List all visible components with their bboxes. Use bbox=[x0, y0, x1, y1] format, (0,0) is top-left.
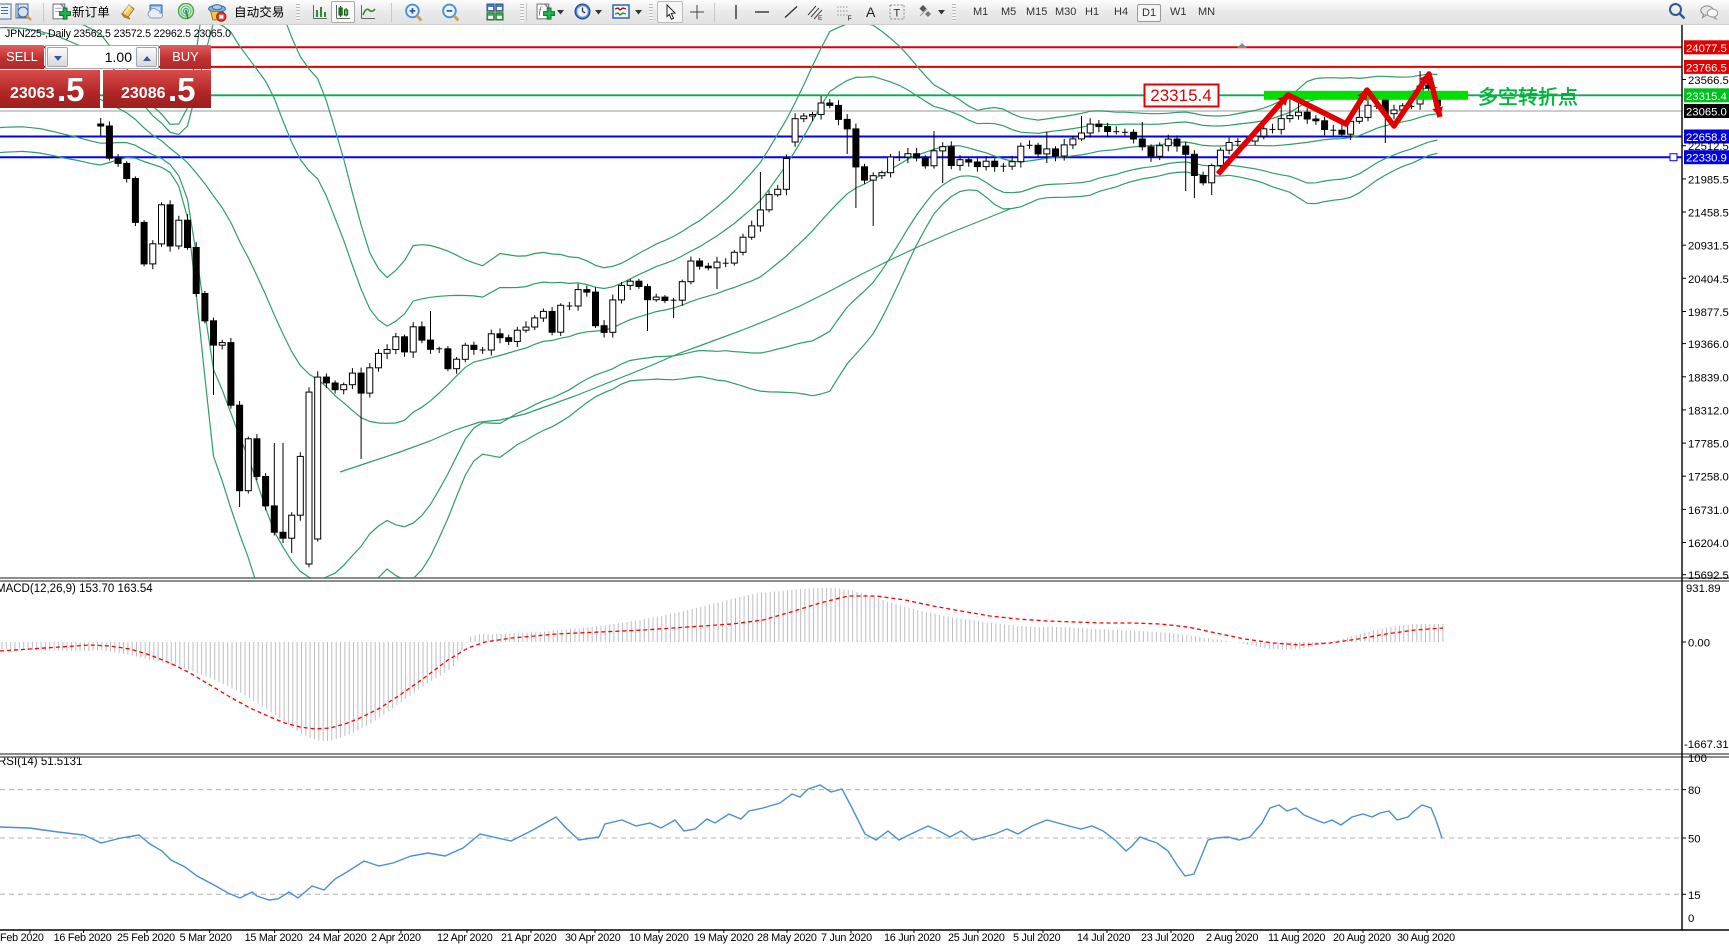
svg-text:30 Aug 2020: 30 Aug 2020 bbox=[1397, 932, 1455, 944]
svg-text:16 Jun 2020: 16 Jun 2020 bbox=[884, 932, 941, 944]
svg-text:RSI(14) 51.5131: RSI(14) 51.5131 bbox=[0, 756, 82, 768]
svg-text:22330.9: 22330.9 bbox=[1686, 153, 1727, 165]
svg-text:-1667.31: -1667.31 bbox=[1684, 739, 1729, 751]
svg-text:23 Jul 2020: 23 Jul 2020 bbox=[1141, 932, 1194, 944]
svg-text:30 Apr 2020: 30 Apr 2020 bbox=[565, 932, 621, 944]
svg-text:21458.5: 21458.5 bbox=[1688, 208, 1729, 220]
svg-text:80: 80 bbox=[1688, 785, 1701, 797]
svg-text:16731.0: 16731.0 bbox=[1688, 505, 1729, 517]
svg-text:5 Mar 2020: 5 Mar 2020 bbox=[180, 932, 232, 944]
svg-text:MACD(12,26,9) 153.70 163.54: MACD(12,26,9) 153.70 163.54 bbox=[0, 583, 153, 595]
svg-text:19877.5: 19877.5 bbox=[1688, 307, 1729, 319]
svg-text:7 Jun 2020: 7 Jun 2020 bbox=[821, 932, 872, 944]
svg-text:f: f bbox=[539, 6, 543, 17]
svg-text:5 Jul 2020: 5 Jul 2020 bbox=[1013, 932, 1061, 944]
svg-text:14 Jul 2020: 14 Jul 2020 bbox=[1077, 932, 1130, 944]
svg-text:2 Aug 2020: 2 Aug 2020 bbox=[1206, 932, 1258, 944]
svg-text:10 May 2020: 10 May 2020 bbox=[629, 932, 689, 944]
svg-text:18839.0: 18839.0 bbox=[1688, 372, 1729, 384]
svg-text:17258.0: 17258.0 bbox=[1688, 472, 1729, 484]
svg-text:23766.5: 23766.5 bbox=[1686, 62, 1727, 74]
svg-text:16 Feb 2020: 16 Feb 2020 bbox=[54, 932, 112, 944]
svg-text:15692.5: 15692.5 bbox=[1688, 570, 1729, 582]
svg-text:24077.5: 24077.5 bbox=[1686, 43, 1727, 55]
svg-text:25 Jun 2020: 25 Jun 2020 bbox=[948, 932, 1005, 944]
svg-text:16204.0: 16204.0 bbox=[1688, 538, 1729, 550]
svg-text:21 Apr 2020: 21 Apr 2020 bbox=[501, 932, 557, 944]
svg-text:23315.4: 23315.4 bbox=[1686, 91, 1727, 103]
svg-text:0.00: 0.00 bbox=[1688, 638, 1710, 650]
svg-text:23566.5: 23566.5 bbox=[1688, 75, 1729, 87]
svg-text:18312.0: 18312.0 bbox=[1688, 405, 1729, 417]
svg-text:15: 15 bbox=[1688, 890, 1701, 902]
svg-text:E: E bbox=[818, 15, 823, 21]
svg-text:JPN225-,Daily 23562.5 23572.5: JPN225-,Daily 23562.5 23572.5 22962.5 23… bbox=[5, 28, 231, 40]
svg-text:17785.0: 17785.0 bbox=[1688, 439, 1729, 451]
svg-text:28 May 2020: 28 May 2020 bbox=[757, 932, 817, 944]
svg-text:100: 100 bbox=[1688, 753, 1707, 765]
svg-text:21985.5: 21985.5 bbox=[1688, 174, 1729, 186]
svg-text:23065.0: 23065.0 bbox=[1686, 107, 1727, 119]
svg-text:F: F bbox=[848, 16, 852, 22]
svg-text:0: 0 bbox=[1688, 913, 1694, 925]
svg-text:22658.8: 22658.8 bbox=[1686, 132, 1727, 144]
svg-text:50: 50 bbox=[1688, 834, 1701, 846]
svg-text:Feb 2020: Feb 2020 bbox=[0, 932, 44, 944]
svg-text:12 Apr 2020: 12 Apr 2020 bbox=[437, 932, 493, 944]
svg-text:T: T bbox=[894, 8, 901, 20]
svg-text:15 Mar 2020: 15 Mar 2020 bbox=[245, 932, 303, 944]
svg-text:11 Aug 2020: 11 Aug 2020 bbox=[1268, 932, 1325, 944]
svg-text:20404.5: 20404.5 bbox=[1688, 274, 1729, 286]
svg-text:23315.4: 23315.4 bbox=[1150, 86, 1211, 105]
svg-text:20 Aug 2020: 20 Aug 2020 bbox=[1333, 932, 1391, 944]
svg-text:20931.5: 20931.5 bbox=[1688, 241, 1729, 253]
svg-text:19366.0: 19366.0 bbox=[1688, 339, 1729, 351]
svg-text:2 Apr 2020: 2 Apr 2020 bbox=[371, 932, 421, 944]
svg-text:931.89: 931.89 bbox=[1686, 583, 1721, 595]
svg-text:19 May 2020: 19 May 2020 bbox=[694, 932, 754, 944]
svg-text:25 Feb 2020: 25 Feb 2020 bbox=[117, 932, 175, 944]
svg-text:24 Mar 2020: 24 Mar 2020 bbox=[309, 932, 367, 944]
